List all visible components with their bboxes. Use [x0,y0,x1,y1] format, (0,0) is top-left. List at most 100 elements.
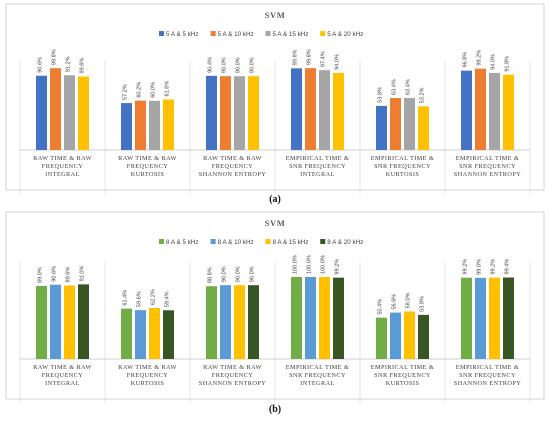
bar [50,284,61,359]
data-label: 90.0% [236,57,242,73]
data-label: 59.6% [137,291,143,307]
category-label: INTEGRAL [45,380,80,387]
bar [333,277,344,359]
data-label: 90.0% [250,57,256,73]
legend-label: 8 A & 10 kHz [218,239,254,246]
data-label: 94.0% [335,54,341,70]
legend-swatch [159,239,164,244]
category-label: EMPIRICAL TIME & [456,364,519,371]
category-label: SHANNON ENTROPY [454,171,521,178]
bar [461,70,472,150]
data-label: 99.2% [491,259,497,275]
category-label: RAW TIME & RAW [33,364,92,371]
data-label: 53.8% [378,87,384,103]
data-label: 99.2% [335,259,341,275]
data-label: 99.0% [477,259,483,275]
bar [503,74,514,150]
bar [78,284,89,359]
category-label: EMPIRICAL TIME & [286,364,349,371]
data-label: 91.2% [66,56,72,72]
data-label: 97.4% [321,51,327,67]
bar [248,76,259,150]
bar [291,68,302,150]
bar [390,312,401,359]
category-label: EMPIRICAL TIME & [371,364,434,371]
bar [475,68,486,150]
data-label: 94.0% [491,54,497,70]
data-label: 90.0% [222,266,228,282]
data-label: 57.2% [123,84,129,100]
category-label: INTEGRAL [300,380,335,387]
data-label: 100.0% [321,255,327,274]
bar [234,76,245,150]
chart-legend: 8 A & 5 kHz 8 A & 10 kHz 8 A & 15 kHz 8 A &… [159,239,363,246]
legend-label: 5 A & 20 kHz [327,31,363,38]
bar [50,68,61,150]
legend-label: 5 A & 15 kHz [272,31,308,38]
data-label: 90.4% [208,57,214,73]
data-label: 60.0% [151,82,157,98]
data-label: 89.6% [66,267,72,283]
data-label: 91.0% [80,265,86,281]
bar [404,98,415,150]
data-label: 63.4% [392,79,398,95]
bar [248,285,259,359]
bar [376,105,387,150]
panel-caption: (b) [269,404,281,415]
chart-title: SVM [265,10,286,20]
bar [418,314,429,359]
legend-label: 8 A & 20 kHz [327,239,363,246]
category-label: RAW TIME & RAW [118,364,177,371]
category-label: SHANNON ENTROPY [454,380,521,387]
bar [163,99,174,150]
bar [135,100,146,150]
category-label: EMPIRICAL TIME & [456,155,519,162]
bar [149,307,160,359]
data-label: 89.6% [80,58,86,74]
data-label: 90.0% [222,57,228,73]
category-label: SNR FREQUENCY [459,372,516,379]
legend-label: 8 A & 15 kHz [272,239,308,246]
legend-swatch [320,31,326,36]
bar [503,277,514,359]
bar [64,75,75,150]
bar [206,75,217,150]
bar [64,285,75,359]
data-label: 96.8% [463,52,469,68]
category-label: RAW TIME & RAW [118,155,177,162]
data-label: 99.6% [293,49,299,65]
data-label: 100.0% [307,255,313,274]
category-label: FREQUENCY [127,372,168,379]
data-label: 90.0% [250,266,256,282]
category-label: FREQUENCY [212,372,253,379]
data-label: 63.4% [406,79,412,95]
category-label: SNR FREQUENCY [289,372,346,379]
bar [489,277,500,359]
chart-title: SVM [265,218,286,228]
data-label: 53.8% [420,296,426,312]
bar [121,103,132,150]
legend-swatch [159,31,164,36]
bar [135,310,146,359]
data-label: 99.8% [307,49,313,65]
panel-caption: (a) [269,194,281,205]
bar [78,76,89,150]
bar [404,311,415,359]
category-label: INTEGRAL [300,171,335,178]
category-label: FREQUENCY [42,163,83,170]
data-label: 58.0% [406,293,412,309]
category-label: SNR FREQUENCY [374,163,431,170]
category-label: RAW TIME & RAW [203,364,262,371]
legend-swatch [210,31,216,36]
bar [291,277,302,359]
bar [319,277,330,359]
data-label: 88.8% [208,267,214,283]
bar [234,285,245,359]
data-label: 50.4% [378,299,384,315]
data-label: 62.2% [151,289,157,305]
bar [319,70,330,150]
bar [418,106,429,150]
bar [36,286,47,359]
category-label: RAW TIME & RAW [33,155,92,162]
